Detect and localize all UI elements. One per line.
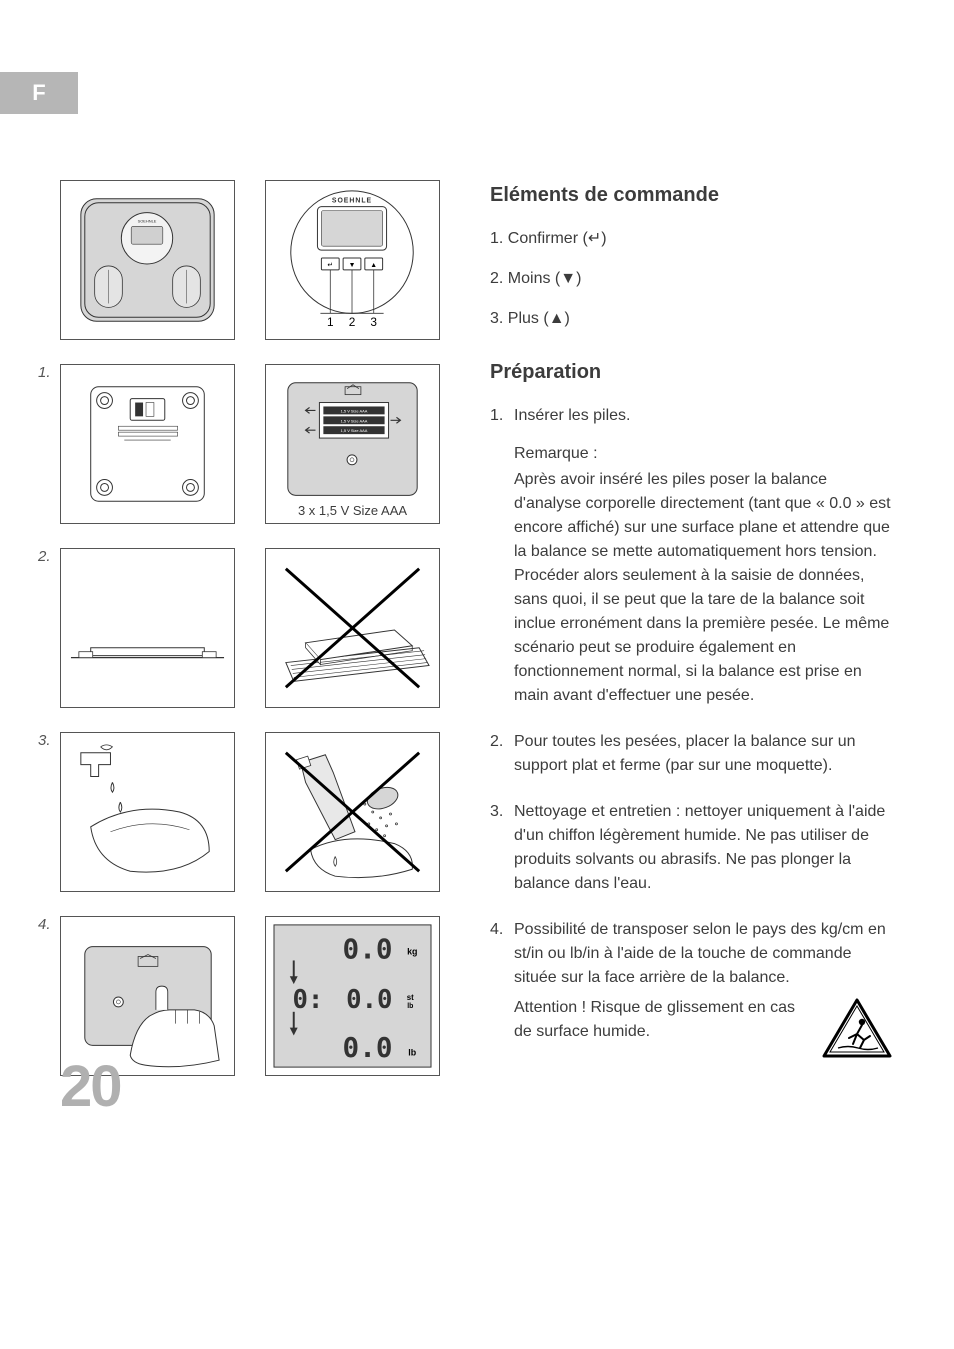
remark-body: Après avoir inséré les piles poser la ba… <box>514 468 894 708</box>
heading-controls: Eléments de commande <box>490 184 894 207</box>
language-tab: F <box>0 72 78 114</box>
svg-text:3: 3 <box>370 315 377 329</box>
control-label: Plus <box>508 310 539 327</box>
figure-number: 2. <box>38 548 51 565</box>
control-symbol: ▼ <box>560 270 576 287</box>
prep-num: 3. <box>490 800 514 896</box>
figure-abrasive-wrong <box>265 732 440 892</box>
figure-row: 1. <box>60 364 450 524</box>
svg-text:▲: ▲ <box>370 262 377 269</box>
warning-row: Attention ! Risque de glissement en cas … <box>514 996 894 1062</box>
battery-caption: 3 x 1,5 V Size AAA <box>266 502 439 519</box>
control-symbol: ↵ <box>588 230 601 247</box>
prep-text: Nettoyage et entretien : nettoyer unique… <box>514 800 894 896</box>
svg-text:0.0: 0.0 <box>346 985 392 1015</box>
svg-text:▼: ▼ <box>349 262 356 269</box>
remark-title: Remarque : <box>514 442 894 466</box>
prep-num: 4. <box>490 918 514 1062</box>
svg-text:lb: lb <box>408 1047 416 1057</box>
control-symbol: ▲ <box>549 310 565 327</box>
figure-number: 3. <box>38 732 51 749</box>
controls-list: 1. Confirmer (↵) 2. Moins (▼) 3. Plus (▲… <box>490 227 894 347</box>
figure-flat-surface <box>60 548 235 708</box>
prep-item: 2. Pour toutes les pesées, placer la bal… <box>490 730 894 778</box>
figure-controls-closeup: SOEHNLE ↵ ▼ ▲ 1 2 3 <box>265 180 440 340</box>
svg-text:lb: lb <box>407 1003 413 1010</box>
figure-carpet-wrong <box>265 548 440 708</box>
svg-text:SOEHNLE: SOEHNLE <box>138 218 157 223</box>
prep-text: Insérer les piles. <box>514 407 631 424</box>
control-item: 2. Moins (▼) <box>490 267 894 291</box>
figure-row: SOEHNLE SOEHNLE <box>60 180 450 340</box>
prep-num: 2. <box>490 730 514 778</box>
text-column: Eléments de commande 1. Confirmer (↵) 2.… <box>490 180 894 1100</box>
prep-num: 1. <box>490 404 514 708</box>
warning-text: Attention ! Risque de glissement en cas … <box>514 996 802 1044</box>
control-num: 3. <box>490 310 503 327</box>
svg-text:1,5 V Size AAA: 1,5 V Size AAA <box>341 408 368 413</box>
svg-text:0:: 0: <box>292 985 323 1015</box>
control-item: 3. Plus (▲) <box>490 307 894 331</box>
svg-text:↵: ↵ <box>327 262 333 269</box>
svg-text:1: 1 <box>327 315 334 329</box>
figure-number: 1. <box>38 364 51 381</box>
control-label: Confirmer <box>508 230 578 247</box>
figure-row: 4. <box>60 916 450 1076</box>
figure-press-switch <box>60 916 235 1076</box>
control-label: Moins <box>508 270 551 287</box>
svg-text:0.0: 0.0 <box>343 1031 393 1064</box>
prep-item: 3. Nettoyage et entretien : nettoyer uni… <box>490 800 894 896</box>
preparation-list: 1. Insérer les piles. Remarque : Après a… <box>490 404 894 1084</box>
figure-row: 2. <box>60 548 450 708</box>
figure-unit-cycle-display: 0.0 kg 0: 0.0 st lb 0.0 lb <box>265 916 440 1076</box>
control-num: 1. <box>490 230 503 247</box>
page-number: 20 <box>60 1053 121 1120</box>
figures-column: SOEHNLE SOEHNLE <box>60 180 450 1100</box>
figure-row: 3. <box>60 732 450 892</box>
control-item: 1. Confirmer (↵) <box>490 227 894 251</box>
remark-block: Remarque : Après avoir inséré les piles … <box>514 442 894 708</box>
control-num: 2. <box>490 270 503 287</box>
figure-scale-front: SOEHNLE <box>60 180 235 340</box>
figure-number: 4. <box>38 916 51 933</box>
prep-item: 4. Possibilité de transposer selon le pa… <box>490 918 894 1062</box>
figure-damp-cloth <box>60 732 235 892</box>
page-content: SOEHNLE SOEHNLE <box>0 0 954 1160</box>
slip-warning-icon <box>820 996 894 1062</box>
prep-text: Possibilité de transposer selon le pays … <box>514 921 886 986</box>
prep-text: Pour toutes les pesées, placer la balanc… <box>514 730 894 778</box>
heading-preparation: Préparation <box>490 361 894 384</box>
figure-battery-insert: 1,5 V Size AAA 1,5 V Size AAA 1,5 V Size… <box>265 364 440 524</box>
svg-text:0.0: 0.0 <box>343 932 393 965</box>
figure-scale-back <box>60 364 235 524</box>
svg-text:1,5 V Size AAA: 1,5 V Size AAA <box>341 428 368 433</box>
svg-text:SOEHNLE: SOEHNLE <box>332 198 372 205</box>
svg-text:2: 2 <box>349 315 356 329</box>
svg-text:1,5 V Size AAA: 1,5 V Size AAA <box>341 418 368 423</box>
svg-text:kg: kg <box>407 947 417 957</box>
prep-item: 1. Insérer les piles. Remarque : Après a… <box>490 404 894 708</box>
svg-text:st: st <box>407 993 414 1002</box>
